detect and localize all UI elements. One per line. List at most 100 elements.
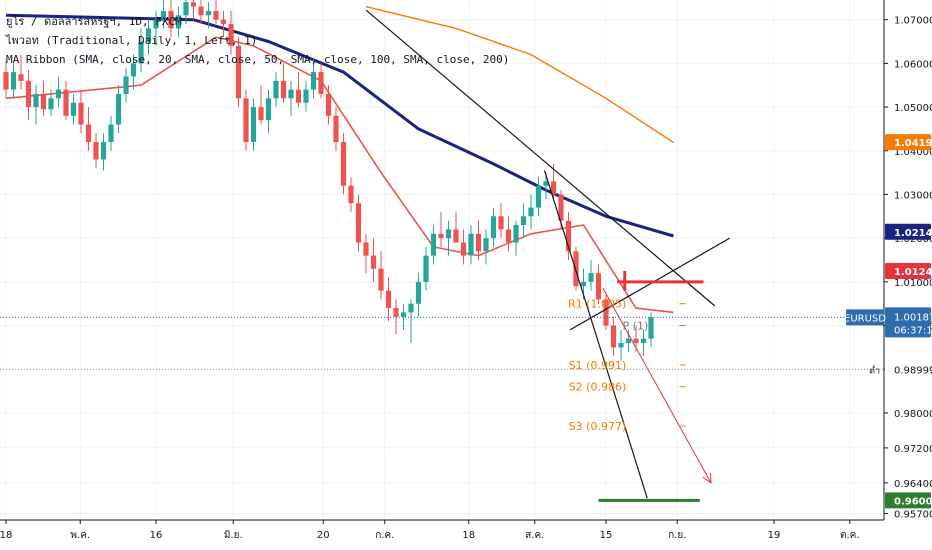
- y-tick-label: 1.01000: [894, 278, 932, 289]
- candle-body: [190, 2, 197, 7]
- candle-body: [573, 251, 579, 287]
- ma20-line: [5, 36, 674, 314]
- candle-body: [48, 98, 54, 110]
- candle-body: [378, 268, 384, 291]
- candle-body: [78, 102, 84, 125]
- upper-trendline: [365, 9, 716, 307]
- candle-body: [288, 89, 294, 99]
- candle-body: [250, 107, 257, 143]
- candle-body: [445, 229, 452, 239]
- candle-body: [430, 233, 437, 256]
- chart-legend: ยูโร / ดอลลาร์สหรัฐฯ, 1D, FXCM ไพวอท (Tr…: [6, 12, 509, 69]
- candle-body: [603, 299, 609, 326]
- y-tick-label: 1.05000: [894, 103, 932, 114]
- candle-body: [618, 343, 624, 348]
- candle-body: [633, 338, 639, 344]
- candle-body: [333, 115, 339, 143]
- candle-body: [490, 216, 497, 239]
- candle-body: [175, 15, 182, 29]
- price-label-value: 1.01247: [894, 267, 932, 278]
- x-tick-label: 18: [462, 530, 475, 541]
- candle-body: [625, 338, 632, 344]
- candle-body: [303, 89, 309, 103]
- candle-body: [580, 281, 587, 287]
- candle-body: [108, 124, 114, 143]
- price-label-badge: [885, 492, 931, 509]
- candle-body: [228, 24, 234, 46]
- candle-body: [115, 93, 122, 125]
- price-label-value: 0.96000: [894, 496, 932, 507]
- candle-body: [453, 229, 459, 243]
- candle-body: [213, 10, 219, 20]
- x-tick-label: ต.ค.: [840, 530, 860, 541]
- candle-body: [40, 93, 47, 110]
- candle-body: [220, 19, 227, 25]
- candle-body: [648, 317, 654, 339]
- y-tick-label: 0.97200: [894, 444, 932, 455]
- candle-body: [348, 185, 354, 204]
- pivot-label: S2 (0.986): [569, 381, 627, 394]
- x-tick-label: 19: [768, 530, 781, 541]
- candle-body: [460, 242, 467, 256]
- low-tag: ต่ำ: [869, 363, 880, 376]
- legend-ma-ribbon[interactable]: MA Ribbon (SMA, close, 20, SMA, close, 5…: [6, 53, 510, 66]
- candle-body: [505, 229, 512, 243]
- candle-body: [100, 142, 107, 160]
- candle-body: [243, 98, 249, 143]
- candle-body: [535, 185, 542, 208]
- candle-body: [265, 98, 272, 121]
- pivot-levels: R1 (1.005) P (1) S1 (0.991) S2 (0.986) S3 (0…: [568, 298, 686, 433]
- candle-body: [543, 181, 549, 186]
- candle-body: [588, 273, 594, 282]
- candle-body: [318, 72, 324, 94]
- candle-body: [153, 19, 159, 29]
- grid: [0, 0, 884, 520]
- x-tick-label: พ.ค.: [70, 530, 90, 541]
- candle-body: [93, 142, 99, 160]
- candle-body: [355, 203, 362, 243]
- candle-body: [528, 207, 534, 217]
- moving-averages: [5, 5, 674, 314]
- legend-pivot-indicator[interactable]: ไพวอท (Traditional, Daily, 1, Left, 1): [6, 34, 258, 47]
- trendlines: [365, 9, 731, 502]
- price-label-value: 0.98999: [894, 365, 932, 376]
- candle-body: [468, 233, 474, 256]
- candle-body: [280, 80, 287, 99]
- steep-trendline: [543, 170, 648, 499]
- candle-body: [25, 80, 32, 108]
- x-tick-label: 18: [0, 530, 12, 541]
- candle-body: [340, 142, 347, 186]
- candle-body: [10, 72, 17, 90]
- candle-body: [558, 194, 564, 221]
- y-tick-label: 1.03000: [894, 190, 932, 201]
- candle-body: [70, 102, 77, 116]
- legend-symbol[interactable]: ยูโร / ดอลลาร์สหรัฐฯ, 1D, FXCM: [6, 15, 182, 28]
- candle-body: [205, 10, 212, 16]
- candle-body: [85, 124, 92, 143]
- candle-body: [610, 325, 617, 348]
- target-arrow: [602, 288, 712, 484]
- last-price-badge: [885, 307, 931, 338]
- candle-body: [408, 303, 414, 313]
- candle-body: [595, 273, 602, 300]
- last-price-value: 1.00187: [894, 312, 932, 323]
- candle-body: [363, 242, 369, 256]
- candle-body: [145, 28, 152, 42]
- x-tick-label: ก.ย.: [668, 530, 686, 541]
- y-tick-label: 1.06000: [894, 59, 932, 70]
- x-tick-label: 20: [317, 530, 330, 541]
- candle-body: [310, 72, 317, 90]
- candle-body: [130, 63, 137, 77]
- candle-body: [423, 255, 429, 282]
- candle-body: [400, 312, 407, 317]
- candle-body: [498, 216, 504, 230]
- ma50-line: [5, 13, 674, 238]
- price-label-value: 1.04198: [894, 138, 932, 149]
- time-axis-bg: [0, 521, 884, 550]
- pivot-label: S3 (0.977): [569, 420, 627, 433]
- pivot-label: S1 (0.991): [569, 359, 627, 372]
- price-label-value: 1.02146: [894, 228, 932, 239]
- candle-body: [385, 290, 392, 309]
